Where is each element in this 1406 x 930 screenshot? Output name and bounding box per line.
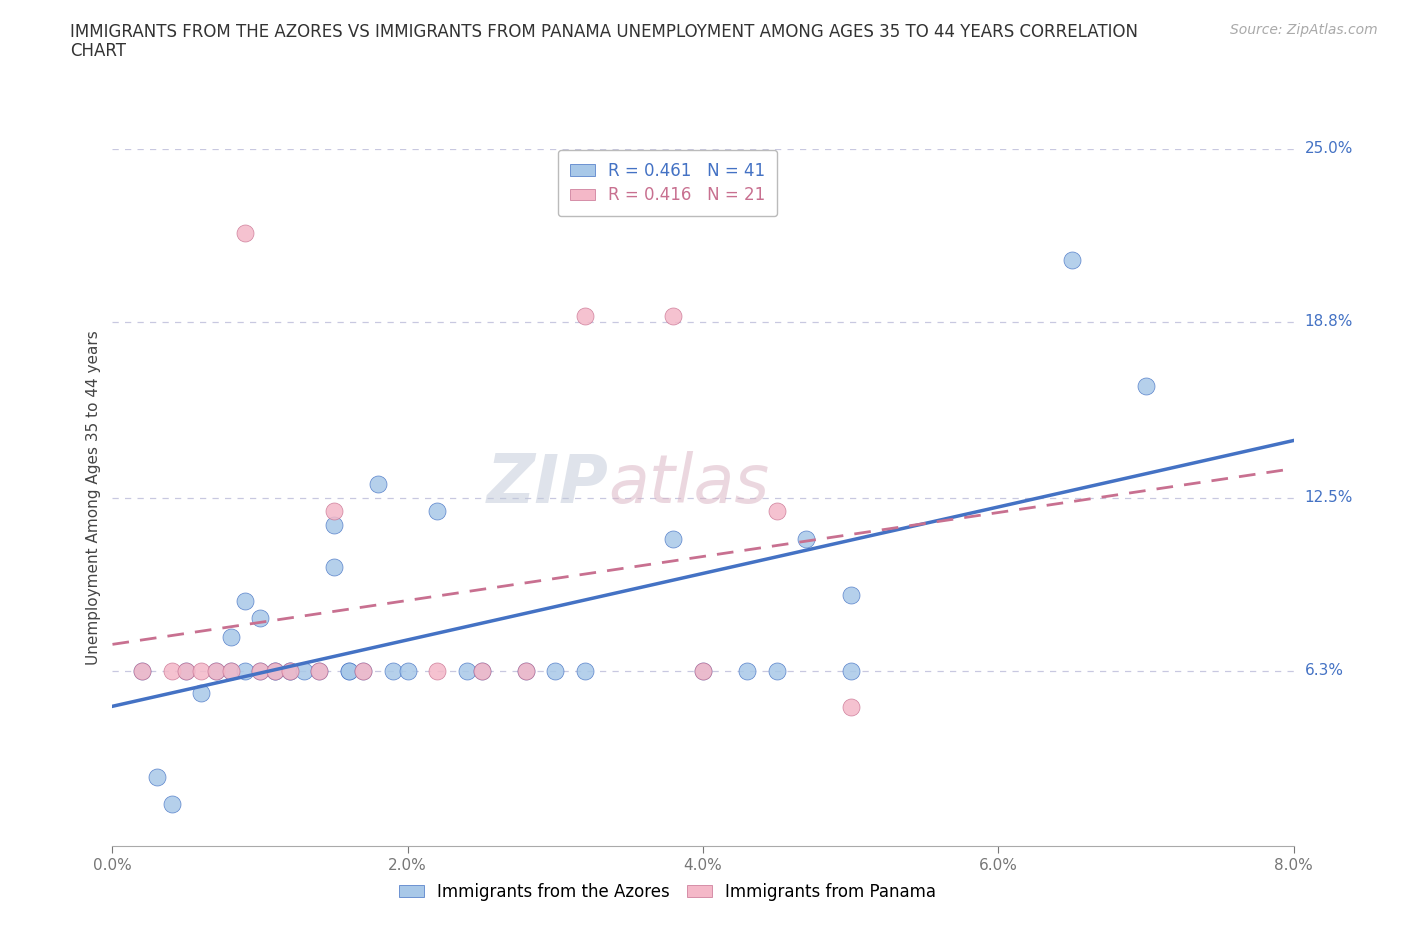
- Point: [737, 663, 759, 678]
- Point: [174, 663, 197, 678]
- Point: [323, 560, 346, 575]
- Text: CHART: CHART: [70, 42, 127, 60]
- Point: [692, 663, 714, 678]
- Point: [323, 518, 346, 533]
- Text: 6.3%: 6.3%: [1305, 663, 1344, 678]
- Point: [471, 663, 494, 678]
- Point: [278, 663, 301, 678]
- Point: [839, 663, 862, 678]
- Text: IMMIGRANTS FROM THE AZORES VS IMMIGRANTS FROM PANAMA UNEMPLOYMENT AMONG AGES 35 : IMMIGRANTS FROM THE AZORES VS IMMIGRANTS…: [70, 23, 1139, 41]
- Point: [692, 663, 714, 678]
- Point: [174, 663, 197, 678]
- Point: [292, 663, 315, 678]
- Point: [190, 685, 212, 700]
- Text: ZIP: ZIP: [486, 451, 609, 516]
- Point: [205, 663, 228, 678]
- Point: [131, 663, 153, 678]
- Point: [278, 663, 301, 678]
- Text: 25.0%: 25.0%: [1305, 141, 1353, 156]
- Point: [323, 504, 346, 519]
- Text: Source: ZipAtlas.com: Source: ZipAtlas.com: [1230, 23, 1378, 37]
- Point: [367, 476, 389, 491]
- Point: [160, 663, 183, 678]
- Point: [131, 663, 153, 678]
- Point: [426, 504, 449, 519]
- Point: [337, 663, 360, 678]
- Point: [796, 532, 818, 547]
- Point: [249, 610, 271, 625]
- Point: [264, 663, 287, 678]
- Text: atlas: atlas: [609, 451, 769, 516]
- Point: [219, 630, 242, 644]
- Point: [308, 663, 330, 678]
- Point: [765, 504, 787, 519]
- Point: [382, 663, 405, 678]
- Point: [233, 225, 256, 240]
- Point: [264, 663, 287, 678]
- Point: [574, 309, 596, 324]
- Y-axis label: Unemployment Among Ages 35 to 44 years: Unemployment Among Ages 35 to 44 years: [86, 330, 101, 665]
- Point: [396, 663, 419, 678]
- Point: [352, 663, 374, 678]
- Point: [471, 663, 494, 678]
- Point: [337, 663, 360, 678]
- Point: [249, 663, 271, 678]
- Text: 12.5%: 12.5%: [1305, 490, 1353, 505]
- Point: [574, 663, 596, 678]
- Point: [233, 663, 256, 678]
- Point: [205, 663, 228, 678]
- Point: [1062, 253, 1084, 268]
- Point: [765, 663, 787, 678]
- Point: [1135, 379, 1157, 393]
- Point: [190, 663, 212, 678]
- Point: [456, 663, 478, 678]
- Point: [308, 663, 330, 678]
- Text: 18.8%: 18.8%: [1305, 314, 1353, 329]
- Point: [219, 663, 242, 678]
- Point: [146, 769, 169, 784]
- Point: [662, 309, 685, 324]
- Point: [249, 663, 271, 678]
- Point: [515, 663, 537, 678]
- Point: [426, 663, 449, 678]
- Point: [352, 663, 374, 678]
- Point: [839, 588, 862, 603]
- Point: [219, 663, 242, 678]
- Point: [515, 663, 537, 678]
- Point: [160, 797, 183, 812]
- Point: [839, 699, 862, 714]
- Point: [233, 593, 256, 608]
- Point: [544, 663, 567, 678]
- Point: [278, 663, 301, 678]
- Point: [264, 663, 287, 678]
- Legend: Immigrants from the Azores, Immigrants from Panama: Immigrants from the Azores, Immigrants f…: [392, 876, 943, 908]
- Point: [662, 532, 685, 547]
